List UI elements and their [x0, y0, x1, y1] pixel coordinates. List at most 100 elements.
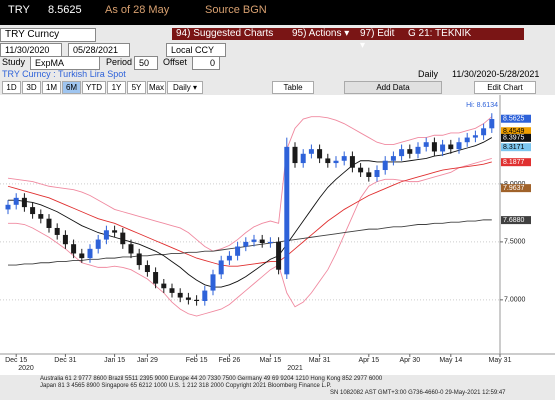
x-tick-label: Feb 26 — [219, 357, 241, 364]
last-value-label: 8.4549 — [503, 128, 525, 135]
candle-body — [177, 292, 183, 298]
toolbar-button[interactable]: Add Data — [344, 81, 442, 94]
study-value[interactable]: ExpMA — [30, 56, 100, 70]
start-date[interactable]: 11/30/2020 — [0, 43, 62, 57]
candle-body — [13, 197, 19, 205]
candle-body — [21, 197, 27, 208]
x-tick-label: May 31 — [489, 357, 512, 364]
offset-value[interactable]: 0 — [192, 56, 220, 70]
candle-body — [390, 156, 396, 161]
annotation: Hi: 8.6134 — [466, 102, 498, 109]
offset-label: Offset — [163, 57, 187, 67]
candle-body — [341, 156, 347, 161]
price: 8.5625 — [48, 4, 82, 16]
last-value-label: 8.5625 — [503, 116, 525, 123]
last-value-label: 8.1877 — [503, 159, 525, 166]
candle-body — [169, 288, 175, 293]
indicator-line — [8, 219, 492, 266]
candle-body — [374, 170, 380, 177]
candle-body — [481, 128, 487, 136]
candle-body — [325, 158, 331, 164]
indicator-line — [8, 157, 492, 317]
candle-body — [423, 142, 429, 147]
candle-body — [194, 299, 200, 301]
x-tick-label: Feb 15 — [186, 357, 208, 364]
range-tab[interactable]: 1D — [2, 81, 21, 94]
candle-body — [349, 156, 355, 168]
range-tab[interactable]: Max — [147, 81, 166, 94]
candle-body — [128, 244, 134, 254]
range-tab[interactable]: YTD — [82, 81, 106, 94]
candle-body — [267, 241, 273, 244]
range-tab[interactable]: 3D — [22, 81, 41, 94]
last-value-box — [501, 184, 531, 193]
actions-menu[interactable]: 95) Actions ▾ — [288, 28, 358, 40]
footer: Australia 61 2 9777 8600 Brazil 5511 239… — [40, 376, 506, 397]
candle-body — [243, 241, 249, 247]
range-tab[interactable]: Daily ▾ — [167, 81, 203, 94]
candle-body — [431, 142, 437, 152]
candle-body — [448, 144, 454, 150]
last-value-box — [501, 143, 531, 152]
last-value-box — [501, 127, 531, 136]
candle-body — [382, 160, 388, 171]
candle-body — [120, 232, 126, 245]
suggested-charts[interactable]: 94) Suggested Charts — [172, 28, 290, 40]
candle-body — [38, 214, 44, 219]
candle-body — [276, 241, 282, 270]
range-tab[interactable]: 1Y — [107, 81, 126, 94]
last-value-label: 8.3975 — [503, 135, 525, 142]
security-name: TRY Curncy : Turkish Lira Spot — [2, 69, 126, 79]
candle-body — [259, 239, 265, 244]
period-value[interactable]: 50 — [134, 56, 158, 70]
y-tick-label: 7.5000 — [504, 239, 526, 246]
x-tick-label: Dec 31 — [54, 357, 76, 364]
indicator-line — [7, 116, 493, 252]
footer-line: Australia 61 2 9777 8600 Brazil 5511 239… — [40, 376, 383, 382]
as-of: As of 28 May — [105, 4, 170, 16]
candle-body — [399, 149, 405, 157]
x-tick-label: Apr 15 — [358, 357, 379, 364]
range-tab[interactable]: 6M — [62, 81, 81, 94]
last-value-box — [501, 114, 531, 123]
chart-background — [0, 95, 555, 375]
range-tab[interactable]: 5Y — [127, 81, 146, 94]
candle-body — [284, 146, 290, 275]
candle-body — [308, 149, 314, 154]
candle-body — [300, 153, 306, 164]
last-value-box — [501, 216, 531, 225]
candle-body — [185, 297, 191, 300]
candle-body — [407, 149, 413, 154]
candle-body — [464, 137, 470, 143]
indicator-line — [7, 161, 492, 267]
end-date[interactable]: 05/28/2021 — [68, 43, 130, 57]
top-bar — [0, 0, 555, 25]
candle-body — [251, 239, 257, 242]
security-input[interactable]: TRY Curncy — [0, 28, 96, 42]
edit-menu[interactable]: 97) Edit ▾ — [356, 28, 406, 51]
currency[interactable]: Local CCY — [166, 43, 226, 57]
indicator-line — [8, 137, 493, 288]
candle-body — [440, 144, 446, 152]
source: Source BGN — [205, 4, 267, 16]
candle-body — [103, 230, 109, 240]
toolbar-button[interactable]: Table — [272, 81, 314, 94]
range-tab[interactable]: 1M — [42, 81, 61, 94]
x-tick-label: May 14 — [439, 357, 462, 364]
candle-body — [71, 244, 77, 254]
template-name[interactable]: G 21: TEKNIK COZUMLEM... — [404, 28, 524, 40]
x-tick-label: Jan 29 — [137, 357, 158, 364]
last-value-box — [501, 158, 531, 167]
candle-body — [144, 265, 150, 273]
candle-body — [292, 146, 298, 164]
candle-body — [210, 274, 216, 291]
candle-body — [54, 227, 60, 235]
candle-body — [489, 119, 495, 129]
candle-body — [366, 172, 372, 177]
x-year-label: 2020 — [18, 365, 34, 372]
candle-body — [5, 204, 11, 210]
candle-body — [46, 218, 52, 228]
toolbar-button[interactable]: Edit Chart — [474, 81, 536, 94]
footer-line: SN 1082082 AST GMT+3:00 G736-4660-0 29-M… — [330, 390, 506, 396]
